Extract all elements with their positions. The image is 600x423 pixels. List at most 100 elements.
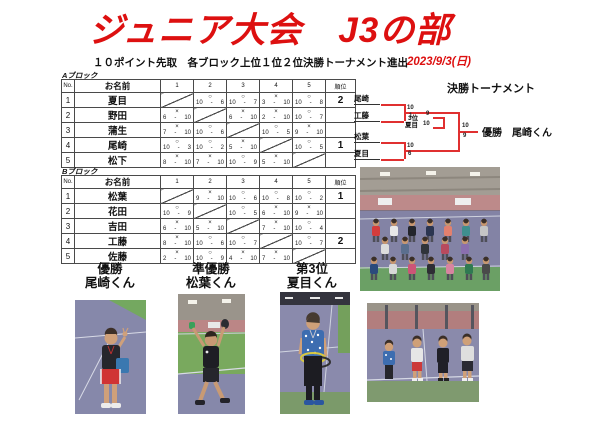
bracket-line xyxy=(404,150,458,152)
match-cell: ○ 10-7 xyxy=(226,92,260,108)
win-loss-mark: × xyxy=(175,250,179,256)
bracket-line xyxy=(381,142,404,144)
match-cell: ○ 10-7 xyxy=(292,107,326,123)
match-cell: × 9-10 xyxy=(193,188,227,204)
win-loss-mark: ○ xyxy=(208,235,212,241)
match-score: 10-8 xyxy=(262,196,290,202)
match-score: 10-9 xyxy=(229,160,257,166)
bracket-line xyxy=(458,131,478,133)
self-cell xyxy=(259,137,293,153)
row-number: 4 xyxy=(61,233,75,249)
match-cell: × 6-10 xyxy=(259,203,293,219)
finalists-group-photo xyxy=(367,303,479,402)
player-name: 松葉 xyxy=(74,188,161,204)
win-loss-mark: × xyxy=(274,220,278,226)
match-score: 9-10 xyxy=(295,130,323,136)
third-score-bottom: 10 xyxy=(423,121,430,127)
match-score: 7-10 xyxy=(262,226,290,232)
event-date: 2023/9/3(日) xyxy=(407,56,471,68)
win-loss-mark: ○ xyxy=(274,190,278,196)
match-cell: ○ 10-6 xyxy=(226,188,260,204)
match-cell: × 5-10 xyxy=(193,218,227,234)
bracket-player-kudo: 工藤 xyxy=(354,111,380,122)
match-cell: ○ 10-9 xyxy=(193,248,227,264)
match-score: 10-9 xyxy=(163,211,191,217)
self-cell xyxy=(292,248,326,264)
match-score: 8-10 xyxy=(163,241,191,247)
column-header: 2 xyxy=(193,175,227,189)
match-cell: ○ 10-5 xyxy=(292,137,326,153)
row-number: 5 xyxy=(61,248,75,264)
block-a-table: No. お名前 1 2 3 4 5 順位 1 夏目 ○ 10-6 ○ 10-7 × 3-10 ○ 10-8 2 2 野田… xyxy=(61,79,356,168)
win-loss-mark: × xyxy=(208,220,212,226)
win-loss-mark: × xyxy=(274,109,278,115)
win-loss-mark: × xyxy=(175,109,179,115)
runnerup-photo xyxy=(178,294,245,414)
player-name: 夏目 xyxy=(74,92,161,108)
match-score: 10-5 xyxy=(229,211,257,217)
player-row: 3 吉田 × 6-10 × 5-10 × 7-10 ○ 10-4 xyxy=(61,218,356,234)
row-number: 2 xyxy=(61,107,75,123)
sf2-winner-score: 10 xyxy=(407,143,414,149)
player-name: 吉田 xyxy=(74,218,161,234)
bracket-player-natsume: 夏目 xyxy=(354,149,380,160)
player-row: 1 夏目 ○ 10-6 ○ 10-7 × 3-10 ○ 10-8 2 xyxy=(61,92,356,108)
column-header: 4 xyxy=(259,175,293,189)
row-number: 3 xyxy=(61,218,75,234)
final-loser-score: 9 xyxy=(463,133,467,139)
match-score: 6-10 xyxy=(163,226,191,232)
match-score: 4-10 xyxy=(229,256,257,262)
column-header: 2 xyxy=(193,79,227,93)
win-loss-mark: ○ xyxy=(241,94,245,100)
column-header: 3 xyxy=(226,175,260,189)
win-loss-mark: ○ xyxy=(307,235,311,241)
match-score: 10-7 xyxy=(295,115,323,121)
match-cell: × 4-10 xyxy=(226,248,260,264)
match-score: 7-10 xyxy=(196,160,224,166)
win-loss-mark: ○ xyxy=(208,139,212,145)
block-b-table: No. お名前 1 2 3 4 5 順位 1 松葉 × 9-10 ○ 10-6 ○ 10-8 ○ 10-2 1 2 花田… xyxy=(61,175,356,264)
podium-title: 準優勝 xyxy=(192,262,230,276)
match-cell: ○ 10-4 xyxy=(292,218,326,234)
row-number: 1 xyxy=(61,92,75,108)
column-header: No. xyxy=(61,79,75,93)
column-header: 4 xyxy=(259,79,293,93)
match-score: 10-6 xyxy=(196,100,224,106)
match-cell: ○ 10-2 xyxy=(292,188,326,204)
match-score: 5-10 xyxy=(196,226,224,232)
win-loss-mark: × xyxy=(208,190,212,196)
win-loss-mark: × xyxy=(241,139,245,145)
win-loss-mark: × xyxy=(307,205,311,211)
player-row: 3 蒲生 × 7-10 ○ 10-6 ○ 10-5 × 9-10 xyxy=(61,122,356,138)
rank-cell: 1 xyxy=(325,188,356,204)
rank-cell: 1 xyxy=(325,137,356,153)
match-cell: ○ 10-9 xyxy=(226,152,260,168)
match-cell: ○ 10-6 xyxy=(193,92,227,108)
player-row: 1 松葉 × 9-10 ○ 10-6 ○ 10-8 ○ 10-2 1 xyxy=(61,188,356,204)
block-b-label: Bブロック xyxy=(62,167,98,176)
podium-champion: 優勝 尾崎くん xyxy=(64,262,156,290)
win-loss-mark: × xyxy=(175,154,179,160)
match-cell: × 6-10 xyxy=(226,107,260,123)
self-cell xyxy=(226,218,260,234)
player-name: 尾崎 xyxy=(74,137,161,153)
match-cell: × 7-10 xyxy=(193,152,227,168)
match-score: 8-10 xyxy=(163,160,191,166)
match-cell: × 5-10 xyxy=(226,137,260,153)
third-place-winner: 夏目 xyxy=(405,122,418,129)
rank-cell xyxy=(325,122,356,138)
column-header: No. xyxy=(61,175,75,189)
self-cell xyxy=(292,152,326,168)
match-cell: × 5-10 xyxy=(259,152,293,168)
match-score: 10-7 xyxy=(229,241,257,247)
rank-cell xyxy=(325,218,356,234)
rank-cell xyxy=(325,248,356,264)
row-number: 1 xyxy=(61,188,75,204)
match-score: 10-7 xyxy=(295,241,323,247)
column-header: 順位 xyxy=(325,79,356,93)
match-cell: × 2-10 xyxy=(259,107,293,123)
player-row: 2 野田 × 6-10 × 6-10 × 2-10 ○ 10-7 xyxy=(61,107,356,123)
match-score: 2-10 xyxy=(163,256,191,262)
win-loss-mark: ○ xyxy=(307,94,311,100)
win-loss-mark: ○ xyxy=(307,220,311,226)
